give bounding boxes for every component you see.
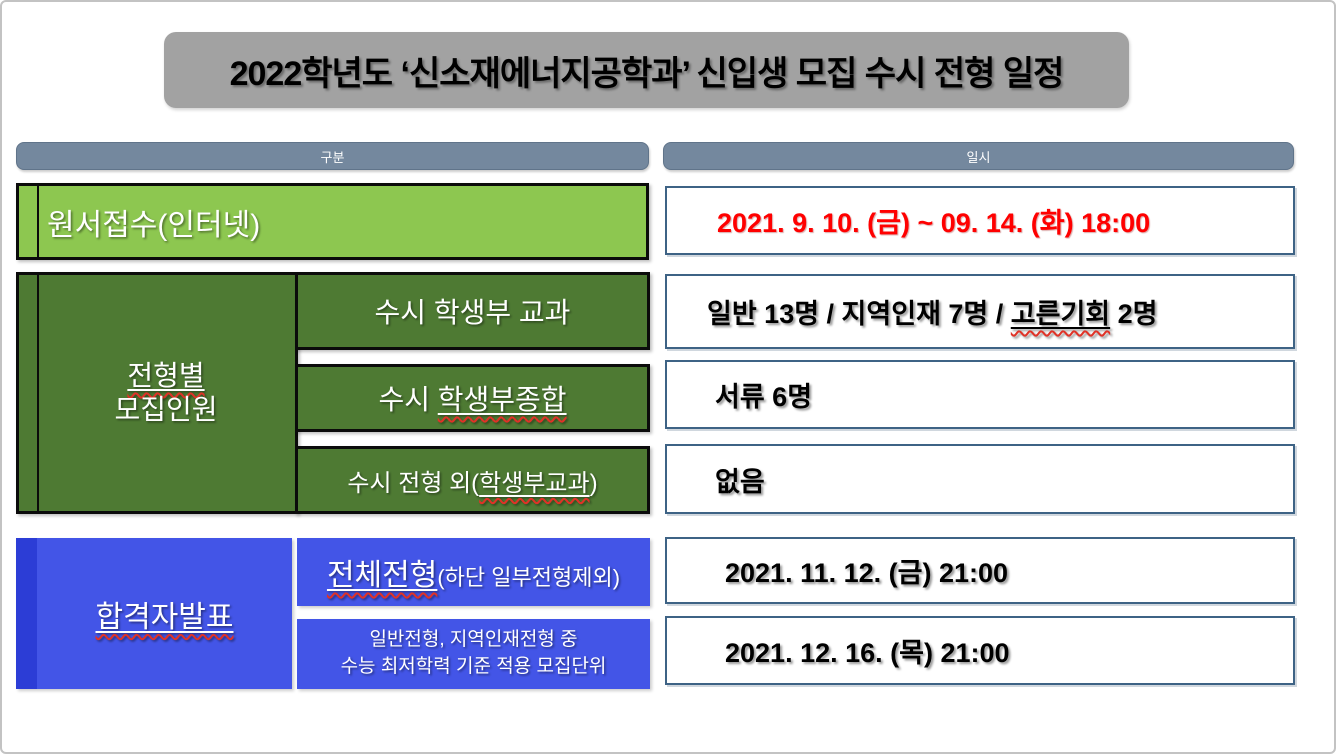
announcement-group-label-cell: 합격자발표 [16,538,292,689]
spellcheck-marked-text: 고른기회 [1010,299,1111,329]
column-header-datetime: 일시 [663,142,1294,170]
quota-row1-value: 일반 13명 / 지역인재 7명 / 고른기회 2명 [707,299,1158,329]
row-application-date: 2021. 9. 10. (금) ~ 09. 14. (화) 18:00 [717,208,1151,238]
cell-accent-divider [37,275,39,511]
announcement-row2-value-cell: 2021. 12. 16. (목) 21:00 [665,616,1295,685]
column-header-datetime-label: 일시 [966,149,991,165]
spellcheck-marked-text: 학생부종합 [437,384,567,415]
quota-row1-label: 수시 학생부 교과 [374,297,571,328]
cell-accent-divider [37,186,39,257]
quota-row1-value-cell: 일반 13명 / 지역인재 7명 / 고른기회 2명 [665,274,1295,349]
announcement-row1-date: 2021. 11. 12. (금) 21:00 [725,558,1009,588]
spellcheck-marked-text: 학생부교과 [479,469,590,497]
page-title-box: 2022학년도 ‘신소재에너지공학과’ 신입생 모집 수시 전형 일정 [164,32,1129,108]
announcement-row1-label-cell: 전체전형(하단 일부전형제외) [297,538,650,606]
announcement-row1-value-cell: 2021. 11. 12. (금) 21:00 [665,537,1295,604]
spellcheck-marked-text: 전형별 [127,359,205,391]
row-application-label-cell: 원서접수(인터넷) [16,183,649,260]
quota-row2-label-cell: 수시 학생부종합 [295,364,650,432]
cell-accent-strip [16,538,37,689]
announcement-row2-date: 2021. 12. 16. (목) 21:00 [725,638,1010,668]
quota-row1-label-cell: 수시 학생부 교과 [295,272,650,350]
page-title: 2022학년도 ‘신소재에너지공학과’ 신입생 모집 수시 전형 일정 [229,54,1065,93]
quota-row3-label-cell: 수시 전형 외(학생부교과) [295,446,650,514]
quota-row2-value: 서류 6명 [715,382,813,412]
quota-row3-label: 수시 전형 외(학생부교과) [347,469,598,497]
quota-row3-value: 없음 [715,466,765,497]
quota-group-label: 전형별 모집인원 [114,359,218,425]
row-application-label: 원서접수(인터넷) [47,208,261,242]
quota-row2-label: 수시 학생부종합 [378,384,567,415]
announcement-row2-label-cell: 일반전형, 지역인재전형 중 수능 최저학력 기준 적용 모집단위 [297,619,650,689]
column-header-category-label: 구분 [320,149,345,165]
column-header-category: 구분 [16,142,649,170]
quota-group-label-cell: 전형별 모집인원 [16,272,298,514]
announcement-group-label: 합격자발표 [95,600,234,634]
quota-row2-value-cell: 서류 6명 [665,360,1295,429]
spellcheck-marked-text: 전체전형 [326,559,438,592]
quota-row3-value-cell: 없음 [665,444,1295,514]
announcement-row2-label: 일반전형, 지역인재전형 중 수능 최저학력 기준 적용 모집단위 [340,629,607,677]
announcement-row1-label: 전체전형(하단 일부전형제외) [326,559,621,592]
row-application-value-cell: 2021. 9. 10. (금) ~ 09. 14. (화) 18:00 [665,186,1295,255]
